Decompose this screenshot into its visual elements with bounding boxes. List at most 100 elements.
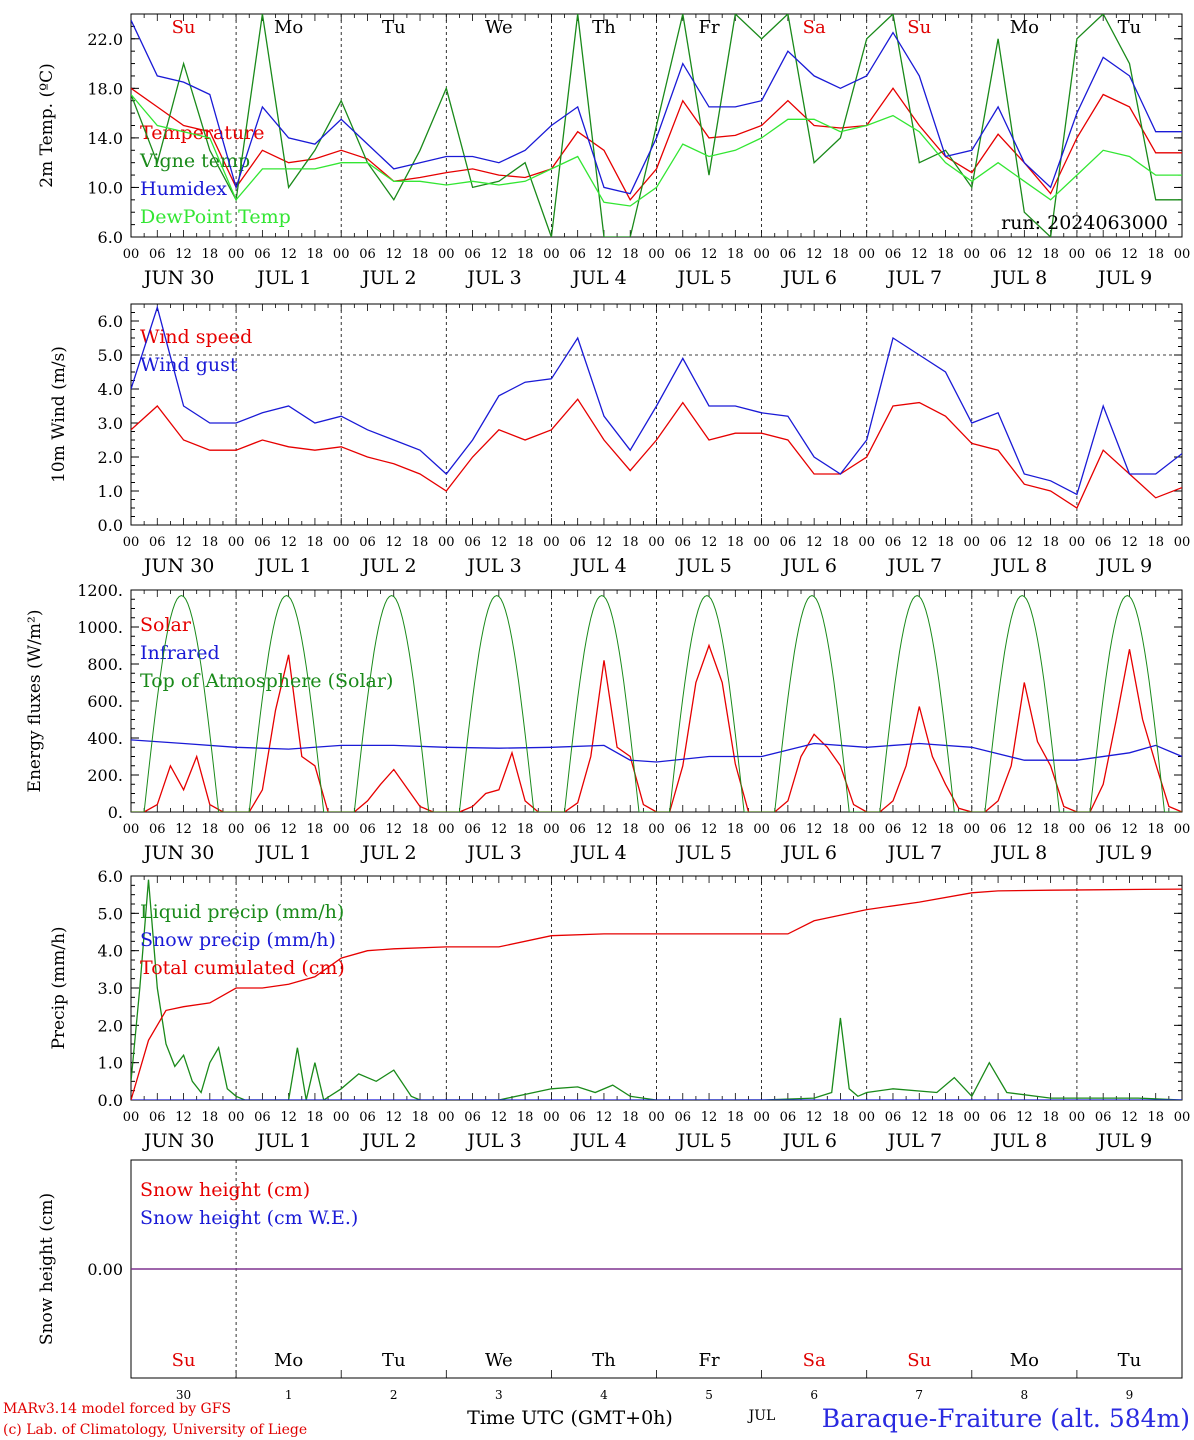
series-line-total-cumulated-cm- [131, 888, 1182, 1100]
hour-label: 00 [648, 535, 665, 550]
y-tick-label: 2.0 [98, 1016, 123, 1035]
hour-label: 06 [885, 1110, 902, 1125]
hour-label: 18 [937, 247, 954, 262]
hour-label: 12 [911, 822, 928, 837]
panel-snow: 0.00 Snow height (cm) Snow height (cm) Snow… [37, 1159, 1183, 1379]
hour-label: 00 [333, 822, 350, 837]
hour-label: 00 [753, 1110, 770, 1125]
date-label: JUN 30 [142, 1130, 214, 1152]
hour-label: 18 [937, 1110, 954, 1125]
hour-label: 00 [1174, 247, 1191, 262]
hour-label: 18 [727, 535, 744, 550]
date-label: JUL 7 [886, 267, 942, 289]
series-line-temperature [131, 87, 1182, 201]
hour-label: 00 [1174, 822, 1191, 837]
legend-entry: Snow precip (mm/h) [140, 929, 336, 951]
hour-label: 12 [911, 535, 928, 550]
hour-label: 00 [858, 535, 875, 550]
series-line-wind-speed [131, 398, 1182, 509]
date-label: JUL 9 [1096, 555, 1152, 577]
hour-label: 12 [280, 822, 297, 837]
bottom-day-number: 5 [705, 1388, 713, 1402]
hour-label: 18 [517, 535, 534, 550]
hour-label: 00 [858, 247, 875, 262]
date-label: JUL 6 [781, 267, 837, 289]
hour-label: 12 [806, 822, 823, 837]
legend-entry: Infrared [140, 642, 220, 664]
hour-label: 00 [543, 822, 560, 837]
hour-label: 12 [280, 1110, 297, 1125]
weekday-label-bottom: Sa [803, 1350, 826, 1371]
y-tick-label: 800. [87, 655, 123, 674]
bottom-day-number: 3 [495, 1388, 503, 1402]
date-label: JUL 6 [781, 1130, 837, 1152]
hour-label: 12 [1121, 822, 1138, 837]
hour-label: 06 [464, 535, 481, 550]
date-label: JUL 5 [675, 842, 731, 864]
y-tick-label: 22.0 [87, 30, 123, 49]
hour-label: 12 [911, 247, 928, 262]
hour-label: 12 [701, 1110, 718, 1125]
legend-entry: DewPoint Temp [140, 206, 291, 228]
date-label: JUL 2 [360, 555, 416, 577]
hour-label: 06 [464, 247, 481, 262]
hour-label: 00 [858, 822, 875, 837]
hour-label: 12 [385, 822, 402, 837]
hour-label: 06 [359, 1110, 376, 1125]
hour-label: 18 [517, 247, 534, 262]
date-label: JUL 3 [465, 267, 521, 289]
hour-label: 12 [701, 822, 718, 837]
weekday-label-bottom: Th [592, 1350, 616, 1371]
panel-wind: 0.0 1.0 2.0 3.0 4.0 5.0 6.0 10m Wind (m/s) Wind … [49, 303, 1190, 577]
hour-label: 06 [569, 247, 586, 262]
legend-entry: Liquid precip (mm/h) [140, 901, 344, 923]
hour-label: 00 [858, 1110, 875, 1125]
y-axis-label: 2m Temp. (ºC) [37, 63, 57, 188]
hour-label: 18 [937, 535, 954, 550]
bottom-day-number: 2 [390, 1388, 398, 1402]
hour-label: 00 [1174, 1110, 1191, 1125]
hour-label: 18 [202, 535, 219, 550]
hour-label: 06 [464, 1110, 481, 1125]
hour-label: 18 [307, 822, 324, 837]
hour-label: 18 [1147, 822, 1164, 837]
date-label: JUL 1 [255, 842, 311, 864]
weekday-label-top: Mo [274, 17, 303, 38]
y-tick-label: 6.0 [98, 312, 123, 331]
hour-label: 12 [596, 822, 613, 837]
y-tick-label: 600. [87, 692, 123, 711]
y-tick-label: 3.0 [98, 414, 123, 433]
hour-label: 18 [517, 1110, 534, 1125]
hour-label: 12 [596, 247, 613, 262]
y-tick-label: 18.0 [87, 79, 123, 98]
weekday-label-top: Su [907, 17, 931, 38]
hour-label: 00 [123, 535, 140, 550]
bottom-day-number: 4 [600, 1388, 608, 1402]
date-label: JUL 5 [675, 555, 731, 577]
hour-label: 18 [622, 247, 639, 262]
date-label: JUL 8 [991, 842, 1047, 864]
legend-entry: Vigne temp [139, 150, 250, 172]
hour-label: 12 [911, 1110, 928, 1125]
date-label: JUL 1 [255, 267, 311, 289]
hour-label: 18 [412, 535, 429, 550]
hour-label: 00 [228, 535, 245, 550]
hour-label: 12 [1016, 247, 1033, 262]
hour-label: 06 [149, 822, 166, 837]
hour-label: 06 [149, 247, 166, 262]
hour-label: 00 [228, 822, 245, 837]
hour-label: 00 [648, 1110, 665, 1125]
date-label: JUL 3 [465, 842, 521, 864]
hour-label: 18 [202, 1110, 219, 1125]
hour-label: 12 [175, 1110, 192, 1125]
date-label: JUN 30 [142, 267, 214, 289]
hour-label: 06 [569, 535, 586, 550]
hour-label: 06 [885, 247, 902, 262]
hour-label: 18 [622, 1110, 639, 1125]
hour-label: 18 [832, 247, 849, 262]
y-tick-label: 1000. [77, 618, 123, 637]
date-label: JUL 6 [781, 842, 837, 864]
hour-label: 12 [491, 247, 508, 262]
hour-label: 00 [438, 1110, 455, 1125]
